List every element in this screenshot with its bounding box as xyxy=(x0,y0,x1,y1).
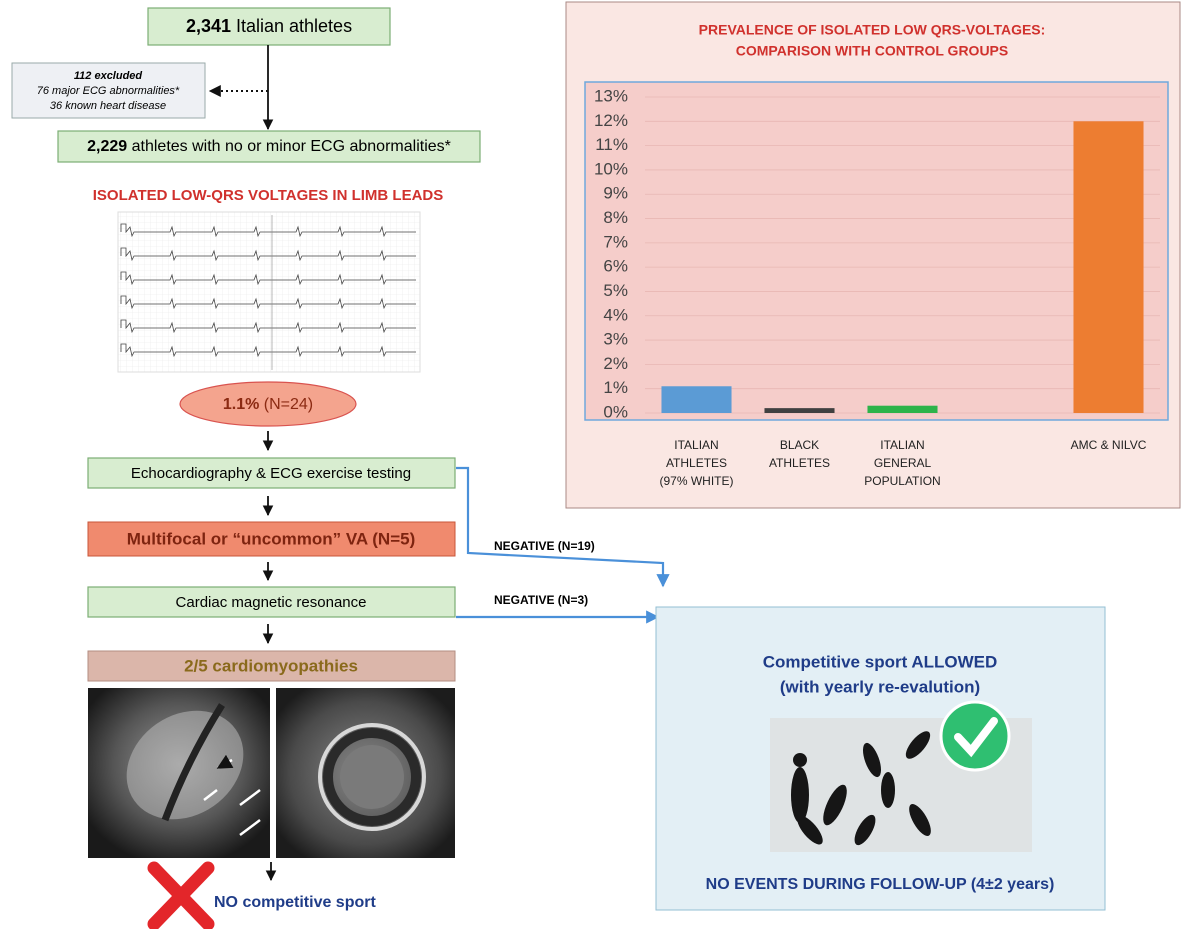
silhouette xyxy=(797,815,823,845)
chart-subtitle: COMPARISON WITH CONTROL GROUPS xyxy=(736,43,1008,59)
mri-ring xyxy=(318,723,426,831)
outcome-negative: NO competitive sport xyxy=(214,894,376,911)
y-tick-label: 13% xyxy=(594,86,628,105)
start-number: 2,341 xyxy=(186,16,231,36)
plot-area xyxy=(584,81,1169,421)
x-tick-line: AMC & NILVC xyxy=(1071,438,1147,452)
y-tick-label: 6% xyxy=(603,257,628,276)
bar xyxy=(764,408,835,413)
start-box xyxy=(147,7,391,46)
chart-title: PREVALENCE OF ISOLATED LOW QRS-VOLTAGES: xyxy=(699,22,1046,38)
mri-arrow xyxy=(203,789,218,801)
allowed-title: Competitive sport ALLOWED xyxy=(763,652,998,671)
silhouette xyxy=(905,731,931,759)
mri-arrow xyxy=(239,789,261,806)
silhouette xyxy=(823,784,847,826)
eligible-box xyxy=(57,130,481,163)
excluded-line: 36 known heart disease xyxy=(50,100,166,112)
ecg-trace xyxy=(120,247,416,262)
prevalence-label: (N=24) xyxy=(259,396,313,413)
ecg-image xyxy=(117,211,421,373)
step3-box xyxy=(87,586,456,618)
mri-septum xyxy=(161,703,225,822)
x-tick-label: BLACK ATHLETES xyxy=(769,438,830,470)
check-circle xyxy=(939,700,1011,772)
ecg-paper xyxy=(117,211,421,373)
allowed-footer: NO EVENTS DURING FOLLOW-UP (4±2 years) xyxy=(706,876,1055,893)
silhouette xyxy=(862,742,882,778)
mri-cavity xyxy=(340,745,404,809)
negative-label: NEGATIVE (N=3) xyxy=(494,593,588,607)
x-tick-line: (97% WHITE) xyxy=(659,474,733,488)
silhouette xyxy=(909,804,931,836)
red-x xyxy=(147,861,215,929)
x-tick-label: ITALIAN GENERAL POPULATION xyxy=(864,438,940,488)
y-tick-label: 9% xyxy=(603,184,628,203)
ecg-trace xyxy=(120,223,416,238)
x-tick-label: AMC & NILVC xyxy=(1071,438,1147,452)
prevalence-text: 1.1% (N=24) xyxy=(223,396,313,413)
check-mark xyxy=(954,717,998,758)
y-tick-label: 8% xyxy=(603,208,628,227)
y-tick-label: 12% xyxy=(594,111,628,130)
y-tick-label: 11% xyxy=(595,135,628,154)
y-tick-label: 1% xyxy=(603,378,628,397)
x-tick-line: ATHLETES xyxy=(769,456,830,470)
y-tick-label: 5% xyxy=(603,281,628,300)
x-tick-line: BLACK xyxy=(780,438,819,452)
mri-arrow xyxy=(239,819,261,836)
step3-text: Cardiac magnetic resonance xyxy=(176,594,367,611)
ecg-trace xyxy=(120,295,416,310)
ecg-trace xyxy=(120,319,416,334)
bar xyxy=(867,405,938,413)
cross xyxy=(147,861,215,929)
silhouette xyxy=(793,753,807,767)
silhouette xyxy=(881,772,895,808)
excluded-box xyxy=(11,62,206,119)
x-tick-line: ITALIAN xyxy=(880,438,924,452)
silhouette xyxy=(791,767,809,823)
x-tick-label: ITALIAN ATHLETES (97% WHITE) xyxy=(659,438,733,488)
eligible-label: athletes with no or minor ECG abnormalit… xyxy=(127,138,451,155)
result-box xyxy=(87,650,456,682)
y-tick-label: 10% xyxy=(594,159,628,178)
x-tick-line: ATHLETES xyxy=(666,456,727,470)
chart: PREVALENCE OF ISOLATED LOW QRS-VOLTAGES:… xyxy=(565,1,1181,509)
negative-label: NEGATIVE (N=19) xyxy=(494,539,595,553)
excluded-title: 112 excluded xyxy=(74,70,143,82)
finding-heading: ISOLATED LOW-QRS VOLTAGES IN LIMB LEADS xyxy=(93,187,444,204)
start-text: 2,341 Italian athletes xyxy=(186,16,352,36)
start-label: Italian athletes xyxy=(231,16,352,36)
step1-text: Echocardiography & ECG exercise testing xyxy=(131,465,411,482)
y-tick-label: 3% xyxy=(603,330,628,349)
x-tick-line: GENERAL xyxy=(874,456,932,470)
y-tick-label: 0% xyxy=(603,402,628,421)
result-text: 2/5 cardiomyopathies xyxy=(184,656,358,675)
bar xyxy=(1073,121,1144,414)
x-tick-line: POPULATION xyxy=(864,474,940,488)
allowed-subtitle: (with yearly re-evalution) xyxy=(780,677,980,696)
prevalence-ellipse xyxy=(179,381,357,427)
bar xyxy=(661,386,732,413)
step2-box xyxy=(87,521,456,557)
mri-wall xyxy=(323,728,421,826)
x-tick-line: ITALIAN xyxy=(674,438,718,452)
sports-image xyxy=(770,700,1032,852)
prevalence-number: 1.1% xyxy=(223,396,259,413)
excluded-line: 76 major ECG abnormalities* xyxy=(37,85,180,97)
y-tick-label: 7% xyxy=(603,232,628,251)
step2-text: Multifocal or “uncommon” VA (N=5) xyxy=(127,529,416,548)
ecg-trace xyxy=(120,343,416,358)
mri-arrow xyxy=(216,754,234,770)
eligible-number: 2,229 xyxy=(87,138,127,155)
step1-box xyxy=(87,457,456,489)
ecg-trace xyxy=(120,271,416,286)
mri-images xyxy=(88,688,455,858)
eligible-text: 2,229 athletes with no or minor ECG abno… xyxy=(87,138,451,155)
silhouette xyxy=(854,814,876,846)
y-tick-label: 4% xyxy=(603,305,628,324)
negative-connector xyxy=(456,466,670,588)
y-tick-label: 2% xyxy=(603,354,628,373)
